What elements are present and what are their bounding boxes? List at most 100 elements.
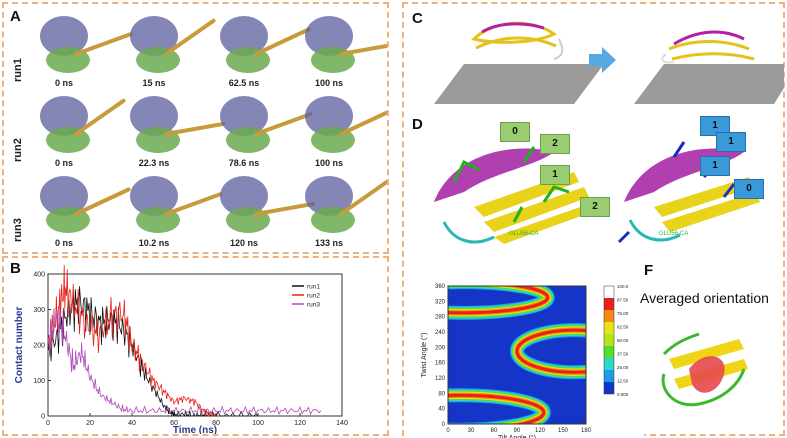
y-tick-label: 280: [435, 315, 446, 321]
x-tick-label: 120: [535, 428, 546, 434]
colorbar-label: 100.0: [617, 284, 629, 289]
x-tick-label: 20: [86, 420, 94, 427]
time-label: 0 ns: [54, 158, 73, 168]
protein-snapshot: [130, 16, 216, 73]
protein-snapshot: [40, 96, 126, 153]
legend-label-run1: run1: [307, 284, 320, 291]
legend-label-run3: run3: [307, 302, 320, 309]
colorbar-label: 87.50: [617, 298, 629, 303]
protein-snapshot: [305, 176, 387, 233]
panel-c-diagram: [434, 21, 784, 104]
protein-snapshot: [130, 96, 226, 153]
rod: [254, 27, 311, 56]
time-label: 120 ns: [229, 238, 259, 248]
colorbar-frame: [603, 285, 615, 395]
panel-b: B 0 20 40 60 80 100 120 140 0 100 200 300 400 Time (n…: [2, 256, 389, 436]
count-box-right-2: 1: [716, 132, 746, 152]
legend-label-run2: run2: [307, 293, 320, 300]
contact-number-chart: 0 20 40 60 80 100 120 140 0 100 200 300 400 Time (ns)…: [14, 264, 348, 434]
y-tick-label: 160: [435, 361, 446, 367]
y-tick-label: 400: [33, 272, 45, 279]
x-tick-label: 140: [336, 420, 348, 427]
rod: [74, 32, 133, 56]
colorbar-segment: [604, 358, 614, 370]
protein-snapshot: [220, 16, 311, 73]
y-tick-label: 100: [33, 378, 45, 385]
time-label: 10.2 ns: [138, 238, 170, 248]
y-tick-label: 0: [442, 422, 446, 428]
membrane-surface-right: [634, 64, 784, 104]
time-label: 0 ns: [54, 78, 73, 88]
y-tick-label: 320: [435, 299, 446, 305]
rod: [74, 98, 126, 136]
x-tick-label: 180: [581, 428, 592, 434]
time-label: 133 ns: [314, 238, 344, 248]
panel-a-structures: [40, 16, 387, 233]
y-tick-label: 360: [435, 284, 446, 290]
x-tick-label: 90: [514, 428, 521, 434]
protein-snapshot: [305, 96, 387, 153]
run-label: run3: [12, 218, 24, 242]
panel-c-label: C: [412, 10, 423, 27]
time-label: 22.3 ns: [138, 158, 170, 168]
run-label: run2: [12, 138, 24, 162]
colorbar-label: 62.50: [617, 325, 629, 330]
count-box-left-4: 2: [580, 197, 610, 217]
averaged-orientation-structure: [661, 332, 748, 407]
panel-a-label: A: [10, 8, 21, 25]
x-tick-label: 80: [212, 420, 220, 427]
rod: [164, 121, 226, 136]
x-tick-label: 40: [128, 420, 136, 427]
protein-snapshot: [40, 176, 131, 233]
colorbar-segment: [604, 370, 614, 382]
y-axis-label: Contact number: [14, 307, 25, 384]
y-tick-label: 200: [33, 343, 45, 350]
rod: [254, 112, 313, 136]
time-label: 100 ns: [314, 158, 344, 168]
panel-d-label: D: [412, 116, 423, 133]
rod: [254, 201, 316, 216]
x-tick-label: 60: [491, 428, 498, 434]
colorbar-segment: [604, 382, 614, 394]
protein-snapshot: [130, 176, 223, 233]
y-axis-label: Twist Angle (°): [420, 333, 428, 378]
panel-f-label: F: [644, 262, 654, 279]
rod: [74, 187, 131, 216]
run-label: run1: [12, 58, 24, 82]
rod: [164, 18, 216, 56]
count-box-right-1: 1: [700, 116, 730, 136]
panel-b-label: B: [10, 260, 21, 277]
colorbar-label: 0.000: [617, 392, 629, 397]
panel-a: A run1 0 ns 15 ns 62.5 ns 100 ns run2 0 ns 22.3…: [2, 2, 389, 254]
series-line-run2: [47, 264, 217, 418]
rod: [339, 43, 387, 56]
time-label: 15 ns: [142, 78, 166, 88]
count-box-left-2: 2: [540, 134, 570, 154]
x-tick-label: 150: [558, 428, 569, 434]
membrane-surface-left: [434, 64, 604, 104]
arrow-icon: [589, 47, 616, 73]
x-tick-label: 120: [294, 420, 306, 427]
time-label: 62.5 ns: [228, 78, 260, 88]
panel-d-structures: [434, 141, 760, 244]
series-line-run3: [47, 308, 322, 416]
count-box-left-1: 0: [500, 122, 530, 142]
time-label: 0 ns: [54, 238, 73, 248]
colorbar-segment: [604, 334, 614, 346]
count-box-right-3: 1: [700, 156, 730, 176]
time-label: 100 ns: [314, 78, 344, 88]
colorbar-segment: [604, 286, 614, 298]
plot-area: [47, 273, 343, 417]
residue-label-right: GLU56-CA: [659, 231, 689, 237]
x-tick-label: 0: [446, 428, 450, 434]
y-tick-label: 300: [33, 307, 45, 314]
protein-snapshot: [40, 16, 133, 73]
colorbar-segment: [604, 298, 614, 310]
y-tick-label: 40: [438, 407, 445, 413]
y-tick-label: 80: [438, 391, 445, 397]
tilt-twist-heatmap: 0 30 60 90 120 150 180 0 40 80 120 160 200 240 280 320 3…: [404, 258, 644, 438]
colorbar-segment: [604, 310, 614, 322]
x-tick-label: 100: [252, 420, 264, 427]
protein-snapshot: [220, 176, 316, 233]
rod: [339, 179, 387, 216]
